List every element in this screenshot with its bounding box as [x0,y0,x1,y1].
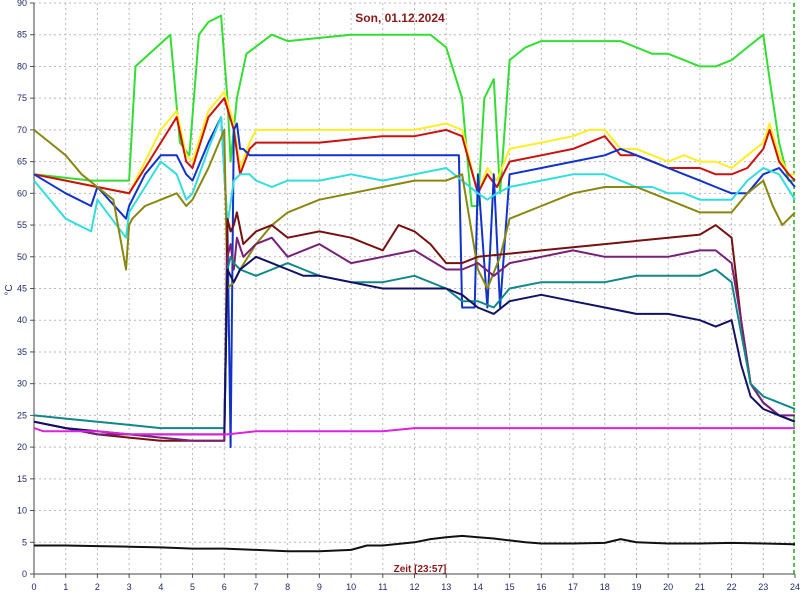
series-line-9 [33,255,796,430]
series-line-11 [33,427,795,436]
x-tick-label: 18 [600,582,610,592]
y-tick-label: 50 [17,252,27,262]
x-tick-label: 9 [317,582,322,592]
y-tick-label: 60 [17,188,27,198]
x-tick-label: 21 [695,582,705,592]
x-tick-label: 13 [441,582,451,592]
x-tick-label: 16 [536,582,546,592]
series-line-5 [33,116,796,239]
x-tick-label: 0 [31,582,36,592]
y-axis-label: °C [4,284,15,295]
x-tick-label: 1 [63,582,68,592]
axes [30,2,796,578]
y-tick-label: 15 [17,474,27,484]
series-line-4 [33,116,796,449]
x-tick-label: 8 [285,582,290,592]
series-line-12 [34,534,796,553]
x-tick-label: 11 [378,582,387,592]
series-line-6 [33,128,796,290]
series-lines [33,14,796,553]
x-tick-label: 4 [158,582,163,592]
tick-labels: 0 1 2 3 4 5 6 7 8 9 10 11 12 13 14 15 16 17 18 19 20 21 22 23 24… [17,0,800,592]
y-tick-label: 85 [17,30,27,40]
x-tick-label: 15 [505,582,515,592]
x-tick-label: 7 [253,582,258,592]
y-tick-label: 0 [22,569,27,579]
x-tick-label: 12 [409,582,419,592]
chart-title: Son, 01.12.2024 [355,11,445,25]
y-tick-label: 30 [17,379,27,389]
x-tick-label: 22 [727,582,737,592]
y-tick-label: 20 [17,442,27,452]
x-tick-label: 14 [473,582,483,592]
y-tick-label: 25 [17,410,27,420]
x-tick-label: 23 [758,582,768,592]
x-tick-label: 3 [127,582,132,592]
y-tick-label: 45 [17,284,27,294]
y-tick-label: 35 [17,347,27,357]
y-tick-label: 55 [17,220,27,230]
x-tick-label: 19 [631,582,641,592]
x-tick-label: 24 [790,582,800,592]
y-tick-label: 65 [17,157,27,167]
x-axis-label: Zeit [23:57] [394,564,447,575]
y-tick-label: 10 [17,506,27,516]
y-tick-label: 90 [17,0,27,8]
x-tick-label: 2 [95,582,100,592]
series-line-8 [33,236,795,442]
y-tick-label: 40 [17,315,27,325]
y-tick-label: 75 [17,93,27,103]
series-line-3 [33,97,796,195]
x-tick-label: 5 [190,582,195,592]
gridlines [34,2,795,574]
y-tick-label: 5 [22,537,27,547]
x-tick-label: 6 [222,582,227,592]
x-tick-label: 17 [568,582,578,592]
x-tick-label: 10 [346,582,356,592]
x-tick-label: 20 [663,582,673,592]
y-tick-label: 80 [17,61,27,71]
y-tick-label: 70 [17,125,27,135]
